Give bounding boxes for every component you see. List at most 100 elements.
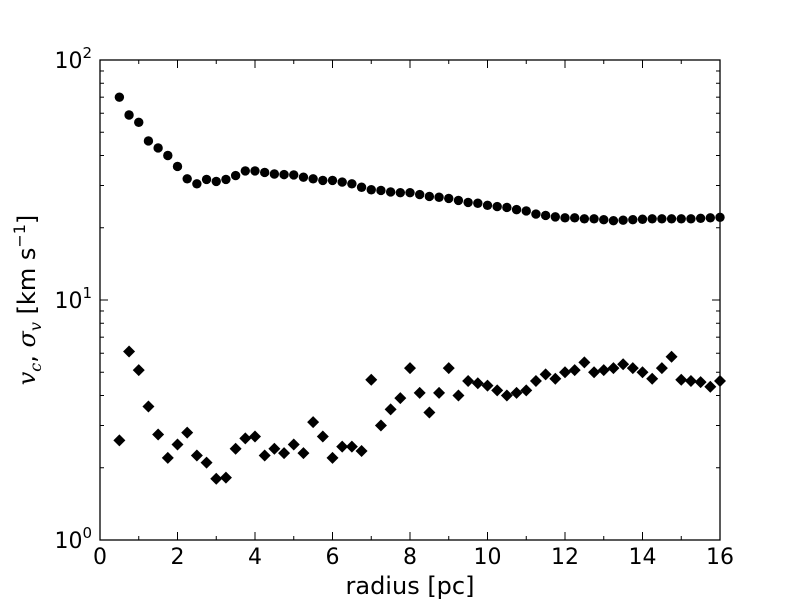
circle-marker xyxy=(531,209,541,219)
diamond-marker xyxy=(704,380,717,393)
y-axis-label: vc, σv [km s−1] xyxy=(10,215,45,386)
diamond-marker xyxy=(239,432,252,445)
circle-marker xyxy=(230,170,241,181)
diamond-marker xyxy=(219,471,232,484)
circle-marker xyxy=(579,214,590,224)
y-tick-label: 100 xyxy=(54,524,92,554)
circle-marker xyxy=(676,214,686,224)
diamond-marker xyxy=(694,376,707,389)
diamond-marker xyxy=(539,368,552,381)
circle-marker xyxy=(259,167,270,178)
diamond-marker xyxy=(655,362,668,375)
circle-marker xyxy=(221,174,231,185)
circle-marker xyxy=(482,200,493,211)
x-tick-label: 6 xyxy=(326,545,340,570)
diamond-marker xyxy=(452,389,465,402)
y-tick-label: 102 xyxy=(54,44,92,74)
circle-marker xyxy=(356,182,367,192)
circle-marker xyxy=(608,216,619,226)
x-tick-label: 10 xyxy=(474,545,502,570)
diamond-marker xyxy=(123,345,136,358)
diamond-marker xyxy=(307,416,320,429)
x-tick-label: 2 xyxy=(171,545,185,570)
circle-marker xyxy=(414,189,425,200)
circle-marker xyxy=(463,197,473,208)
circle-marker xyxy=(405,187,415,198)
diamond-marker xyxy=(200,456,213,469)
circle-marker xyxy=(521,206,531,216)
diamond-marker xyxy=(365,373,378,386)
diamond-marker xyxy=(500,389,513,402)
circle-marker xyxy=(550,212,561,222)
diamond-marker xyxy=(161,451,174,464)
circle-marker xyxy=(298,172,309,182)
circle-marker xyxy=(211,176,221,187)
diamond-marker xyxy=(462,374,475,387)
plot-frame xyxy=(99,59,721,541)
diamond-marker xyxy=(607,362,620,375)
circle-marker xyxy=(385,187,396,197)
circle-marker xyxy=(560,213,570,223)
circle-marker xyxy=(637,214,648,224)
y-tick-label: 101 xyxy=(54,284,92,314)
diamond-marker xyxy=(442,362,455,375)
diamond-marker xyxy=(190,449,203,462)
diamond-marker xyxy=(297,447,310,460)
circle-marker xyxy=(492,201,502,212)
diamond-marker xyxy=(287,438,300,451)
diamond-marker xyxy=(471,377,484,390)
x-tick-label: 0 xyxy=(93,545,107,570)
diamond-marker xyxy=(171,438,184,451)
circle-marker xyxy=(366,185,376,195)
diamond-marker xyxy=(152,428,165,441)
circle-marker xyxy=(502,202,512,213)
x-tick-label: 12 xyxy=(551,545,579,570)
x-tick-label: 14 xyxy=(629,545,657,570)
diamond-marker xyxy=(559,366,571,379)
x-tick-label: 16 xyxy=(706,545,734,570)
diamond-marker xyxy=(404,362,416,375)
circle-marker xyxy=(134,117,144,128)
circle-marker xyxy=(250,166,260,176)
circle-marker xyxy=(395,187,406,198)
diamond-marker xyxy=(665,350,678,363)
diamond-marker xyxy=(433,386,446,399)
diamond-marker xyxy=(588,366,601,379)
circle-marker xyxy=(540,210,551,221)
diamond-marker xyxy=(636,366,649,379)
diamond-marker xyxy=(258,449,271,462)
circle-marker xyxy=(647,214,657,224)
diamond-marker xyxy=(626,362,639,375)
circle-marker xyxy=(114,92,125,102)
circle-marker xyxy=(473,198,483,208)
x-tick-label: 8 xyxy=(403,545,417,570)
circle-marker xyxy=(163,150,173,161)
diamond-marker xyxy=(210,472,223,485)
circle-marker xyxy=(201,174,212,185)
circle-marker xyxy=(318,175,328,186)
diamond-marker xyxy=(510,386,523,399)
diamond-marker xyxy=(578,356,591,369)
circle-marker xyxy=(424,191,435,202)
circle-marker xyxy=(376,185,386,196)
diamond-marker xyxy=(326,451,339,464)
diamond-marker xyxy=(617,358,630,371)
circle-marker xyxy=(347,179,357,189)
circle-marker xyxy=(444,193,454,204)
diamond-marker xyxy=(423,406,436,419)
axis-ticks xyxy=(99,59,721,541)
diamond-marker xyxy=(675,373,688,386)
diamond-marker xyxy=(529,374,542,387)
circle-marker xyxy=(172,161,183,172)
diamond-marker xyxy=(394,392,407,405)
diamond-marker xyxy=(113,434,126,447)
diamond-marker xyxy=(132,364,145,377)
circle-marker xyxy=(599,215,609,225)
circle-marker xyxy=(705,213,716,223)
diamond-marker xyxy=(384,403,397,416)
circle-marker xyxy=(240,166,251,176)
diamond-marker xyxy=(374,419,387,432)
circle-marker xyxy=(192,179,202,189)
